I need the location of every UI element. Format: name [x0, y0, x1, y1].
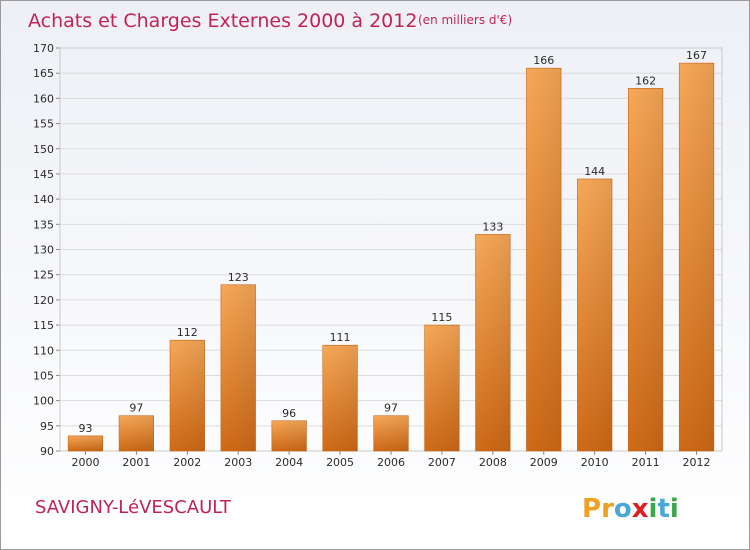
proxiti-letter: o — [614, 494, 632, 524]
y-tick-label: 165 — [33, 67, 54, 80]
y-tick-label: 135 — [33, 218, 54, 231]
bar-shade-2005 — [322, 345, 358, 451]
x-tick-label: 2007 — [428, 456, 456, 469]
y-tick-label: 125 — [33, 269, 54, 282]
data-label-2000: 93 — [78, 422, 92, 435]
y-tick-label: 90 — [40, 445, 54, 458]
x-tick-label: 2012 — [683, 456, 711, 469]
proxiti-letter: i — [670, 494, 679, 524]
y-tick-label: 115 — [33, 319, 54, 332]
x-tick-label: 2006 — [377, 456, 405, 469]
data-label-2001: 97 — [129, 402, 143, 415]
bar-shade-2007 — [424, 325, 460, 451]
data-label-2005: 111 — [330, 331, 351, 344]
y-tick-label: 95 — [40, 420, 54, 433]
data-label-2012: 167 — [686, 49, 707, 62]
x-tick-label: 2005 — [326, 456, 354, 469]
data-label-2009: 166 — [533, 54, 554, 67]
y-tick-label: 100 — [33, 395, 54, 408]
y-axis: 90 95 100 105 110 115 120 125 130 135 140 145 150 155… — [33, 42, 60, 458]
bar-shade-2004 — [271, 420, 307, 451]
bar-shade-2008 — [475, 234, 511, 451]
data-label-2011: 162 — [635, 74, 656, 87]
y-tick-label: 105 — [33, 369, 54, 382]
x-axis: 2000 2001 2002 2003 2004 2005 2006 2007 2008 2009… — [71, 451, 711, 469]
bar-shade-2009 — [526, 68, 562, 452]
proxiti-letter: t — [657, 494, 669, 524]
x-tick-label: 2008 — [479, 456, 507, 469]
bar-shade-2003 — [220, 284, 256, 451]
proxiti-wordmark: Proxiti — [582, 494, 679, 524]
y-tick-label: 145 — [33, 168, 54, 181]
y-tick-label: 140 — [33, 193, 54, 206]
x-tick-label: 2010 — [581, 456, 609, 469]
bar-shade-2006 — [373, 415, 409, 451]
y-tick-label: 160 — [33, 92, 54, 105]
chart-title: Achats et Charges Externes 2000 à 2012 — [28, 10, 417, 32]
y-tick-label: 120 — [33, 294, 54, 307]
x-tick-label: 2004 — [275, 456, 303, 469]
bar-shade-2010 — [577, 178, 613, 451]
x-tick-label: 2000 — [71, 456, 99, 469]
data-labels: 93 97 112 123 96 111 97 115 133 166 144 162 167 — [78, 49, 707, 435]
y-tick-label: 110 — [33, 344, 54, 357]
bar-shade-2011 — [628, 88, 663, 452]
y-tick-label: 150 — [33, 143, 54, 156]
y-tick-label: 130 — [33, 244, 54, 257]
data-label-2007: 115 — [431, 311, 452, 324]
data-label-2003: 123 — [228, 271, 249, 284]
data-label-2004: 96 — [282, 407, 296, 420]
proxiti-letter: P — [582, 494, 601, 524]
x-tick-label: 2002 — [173, 456, 201, 469]
bar-shade-2012 — [679, 63, 714, 452]
data-label-2010: 144 — [584, 165, 605, 178]
bar-shade-2000 — [68, 435, 103, 451]
x-tick-label: 2011 — [632, 456, 660, 469]
data-label-2002: 112 — [177, 326, 198, 339]
location-name: SAVIGNY-LéVESCAULT — [35, 497, 232, 518]
x-tick-label: 2003 — [224, 456, 252, 469]
proxiti-letter: i — [649, 494, 658, 524]
x-tick-label: 2001 — [122, 456, 150, 469]
bar-shade-2001 — [119, 415, 154, 451]
y-tick-label: 155 — [33, 118, 54, 131]
y-tick-label: 170 — [33, 42, 54, 55]
bar-shade-2002 — [169, 340, 205, 451]
data-label-2006: 97 — [384, 402, 398, 415]
proxiti-letter: r — [601, 494, 614, 524]
bars — [67, 62, 715, 452]
proxiti-logo: Proxiti — [582, 494, 679, 524]
data-label-2008: 133 — [482, 220, 503, 233]
chart-subtitle: (en milliers d'€) — [418, 13, 512, 27]
x-tick-label: 2009 — [530, 456, 558, 469]
proxiti-letter: x — [632, 494, 649, 524]
